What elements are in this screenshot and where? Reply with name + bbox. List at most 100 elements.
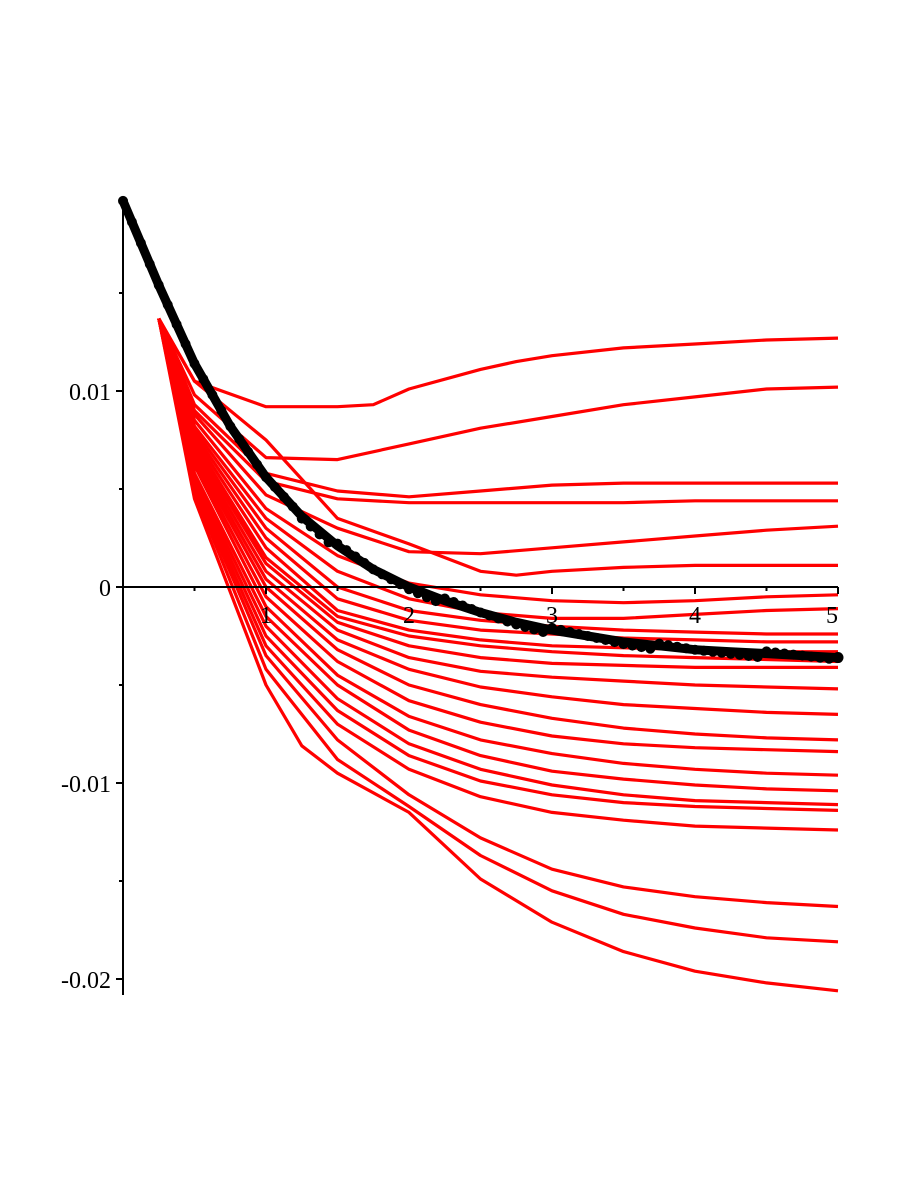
mean-point [314,529,325,540]
mean-point [627,640,638,651]
mean-point [788,649,799,660]
mean-point [135,238,146,248]
tick-labels: 1 2 3 4 5 0.01 0 -0.01 -0.02 [61,380,838,994]
mean-point [153,280,164,291]
mean-point [287,501,298,512]
mean-point [815,652,826,663]
series-line-19 [157,318,839,793]
mean-point [698,645,709,656]
mean-point [743,651,754,661]
mean-point [475,607,486,618]
y-tick-label: 0.01 [69,380,111,406]
mean-point [412,588,423,599]
series-line-11 [157,318,838,654]
mean-point [350,551,361,562]
mean-point [645,643,656,654]
mean-point [368,564,379,575]
mean-point [779,648,790,659]
series-line-16 [157,318,839,742]
mean-point [573,629,584,639]
mean-point [672,641,683,652]
mean-point [180,339,191,349]
x-tick-label: 1 [260,603,272,629]
mean-curve [118,195,844,664]
series-line-2 [157,317,839,462]
mean-point [278,491,289,502]
mean-point [207,389,218,400]
mean-point [654,638,665,649]
mean-point [591,633,602,643]
mean-point [126,216,137,227]
mean-point [296,513,307,524]
mean-point [797,650,808,661]
mean-point [806,651,817,662]
mean-point [189,358,200,369]
series-line-5 [157,317,839,556]
axes [116,198,839,995]
mean-point [725,648,736,659]
mean-point [529,624,540,635]
y-tick-label: -0.01 [61,772,111,798]
mean-point [484,610,495,621]
mean-point [305,521,316,532]
mean-point [582,631,593,641]
series-line-6 [157,317,838,577]
mean-point [555,624,566,635]
mean-point [493,613,504,624]
mean-point [225,421,236,432]
mean-point [618,639,629,650]
mean-point [832,652,844,664]
series-line-25 [157,318,839,993]
mean-point [707,646,718,657]
series-line-12 [157,318,839,664]
mean-point [269,482,280,492]
mean-point [386,574,397,585]
mean-point [439,593,450,604]
x-tick-label: 3 [546,603,558,629]
y-tick-label: -0.02 [61,968,111,994]
x-tick-label: 5 [826,603,838,629]
series-line-9 [157,318,838,636]
mean-point [457,600,468,611]
mean-point [216,405,227,416]
mean-point [171,319,182,330]
series-line-24 [157,318,839,944]
mean-point [609,637,620,648]
mean-point [690,644,700,655]
series-line-23 [157,318,839,909]
mean-point [144,259,155,270]
mean-point [234,434,245,444]
series-layer [157,317,839,993]
mean-point [430,596,441,607]
series-line-18 [157,318,839,777]
mean-point [466,604,477,614]
mean-point [261,472,271,483]
mean-point [716,647,727,658]
series-line-14 [157,318,839,691]
mean-point [448,597,459,607]
mean-point [243,446,254,457]
mean-point [332,538,343,549]
series-line-20 [157,318,839,807]
mean-point [377,569,388,580]
series-line-22 [157,318,839,832]
mean-point [502,616,513,627]
mean-point [359,557,370,568]
mean-point [323,537,334,548]
mean-point [636,642,647,653]
mean-point [663,640,674,651]
mean-point [770,647,781,658]
x-tick-label: 4 [689,603,701,629]
mean-point [761,646,772,657]
mean-point [824,653,835,664]
mean-point [341,545,352,556]
series-line-4 [157,317,838,505]
mean-point [520,622,531,632]
mean-point [600,635,611,645]
y-tick-label: 0 [99,576,111,602]
x-tick-label: 2 [403,603,415,629]
mean-point [681,643,692,654]
series-line-17 [157,318,839,754]
mean-point [252,459,263,470]
